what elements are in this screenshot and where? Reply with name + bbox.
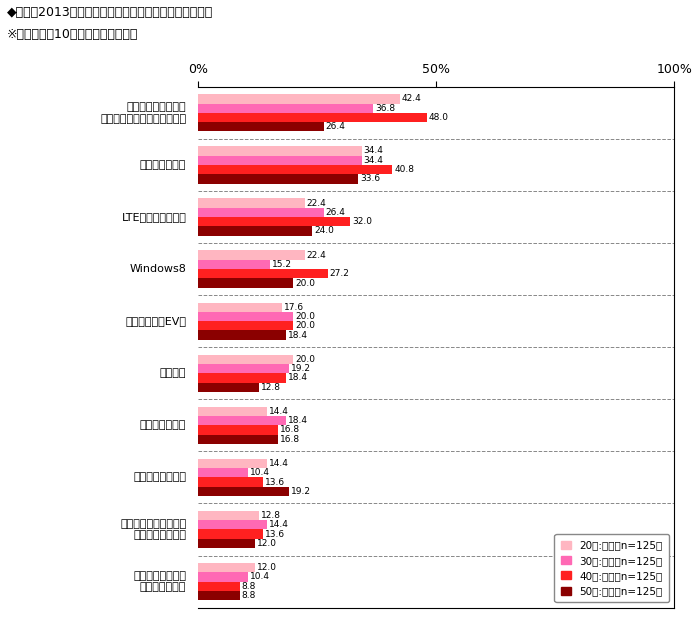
Bar — [198, 303, 282, 312]
Bar — [198, 217, 350, 226]
Bar — [198, 198, 304, 208]
Bar — [198, 330, 286, 340]
Text: 8.8: 8.8 — [242, 591, 256, 600]
Text: ※女性の上位10項目を年代別に表示: ※女性の上位10項目を年代別に表示 — [7, 28, 138, 41]
Bar — [198, 459, 267, 468]
Bar — [198, 520, 267, 529]
Text: 19.2: 19.2 — [291, 364, 311, 373]
Bar — [198, 165, 392, 174]
Legend: 20代:女性［n=125］, 30代:女性［n=125］, 40代:女性［n=125］, 50代:女性［n=125］: 20代:女性［n=125］, 30代:女性［n=125］, 40代:女性［n=1… — [555, 534, 669, 603]
Text: 16.8: 16.8 — [280, 425, 300, 435]
Text: 20.0: 20.0 — [295, 355, 316, 364]
Bar — [198, 416, 286, 425]
Bar — [198, 407, 267, 416]
Text: 26.4: 26.4 — [326, 208, 345, 217]
Bar — [198, 146, 362, 156]
Text: 8.8: 8.8 — [242, 582, 256, 591]
Text: 10.4: 10.4 — [250, 468, 270, 477]
Text: 18.4: 18.4 — [288, 330, 308, 340]
Text: 24.0: 24.0 — [314, 226, 334, 236]
Bar — [198, 269, 327, 278]
Bar — [198, 104, 373, 113]
Text: 42.4: 42.4 — [402, 94, 422, 104]
Bar — [198, 563, 255, 572]
Text: 14.4: 14.4 — [268, 407, 288, 416]
Bar — [198, 383, 259, 392]
Bar — [198, 226, 312, 236]
Bar — [198, 312, 293, 321]
Bar — [198, 591, 240, 600]
Bar — [198, 572, 247, 582]
Bar — [198, 94, 400, 104]
Bar — [198, 113, 427, 122]
Bar — [198, 477, 263, 487]
Bar — [198, 435, 278, 444]
Text: 26.4: 26.4 — [326, 122, 345, 131]
Text: 40.8: 40.8 — [394, 165, 414, 174]
Bar — [198, 487, 290, 496]
Text: 15.2: 15.2 — [272, 260, 293, 269]
Text: 20.0: 20.0 — [295, 312, 316, 321]
Text: 18.4: 18.4 — [288, 416, 308, 425]
Text: 48.0: 48.0 — [429, 113, 448, 122]
Text: 22.4: 22.4 — [306, 250, 327, 260]
Bar — [198, 364, 290, 373]
Bar — [198, 260, 270, 269]
Bar — [198, 539, 255, 548]
Text: 36.8: 36.8 — [375, 104, 395, 113]
Bar — [198, 511, 259, 520]
Bar — [198, 156, 362, 165]
Bar — [198, 321, 293, 330]
Text: 32.0: 32.0 — [352, 217, 373, 226]
Text: 12.0: 12.0 — [257, 563, 277, 572]
Bar — [198, 174, 358, 184]
Text: 12.8: 12.8 — [261, 511, 281, 520]
Bar — [198, 468, 247, 477]
Text: 34.4: 34.4 — [363, 156, 384, 165]
Text: 17.6: 17.6 — [284, 303, 304, 312]
Bar — [198, 529, 263, 539]
Text: 14.4: 14.4 — [268, 459, 288, 468]
Text: 12.0: 12.0 — [257, 539, 277, 548]
Bar — [198, 122, 324, 131]
Bar — [198, 373, 286, 383]
Text: 19.2: 19.2 — [291, 487, 311, 496]
Text: 10.4: 10.4 — [250, 572, 270, 582]
Text: ◆来年（2013年）、流行ると思うモノ（複数回答形式）: ◆来年（2013年）、流行ると思うモノ（複数回答形式） — [7, 6, 213, 19]
Text: 20.0: 20.0 — [295, 278, 316, 288]
Text: 22.4: 22.4 — [306, 198, 327, 208]
Text: 14.4: 14.4 — [268, 520, 288, 529]
Text: 12.8: 12.8 — [261, 383, 281, 392]
Text: 16.8: 16.8 — [280, 435, 300, 444]
Text: 33.6: 33.6 — [360, 174, 380, 184]
Text: 20.0: 20.0 — [295, 321, 316, 330]
Bar — [198, 425, 278, 435]
Bar — [198, 355, 293, 364]
Text: 18.4: 18.4 — [288, 373, 308, 383]
Text: 27.2: 27.2 — [329, 269, 350, 278]
Bar — [198, 250, 304, 260]
Bar — [198, 278, 293, 288]
Text: 13.6: 13.6 — [265, 477, 285, 487]
Text: 13.6: 13.6 — [265, 529, 285, 539]
Text: 34.4: 34.4 — [363, 146, 384, 156]
Bar — [198, 582, 240, 591]
Bar — [198, 208, 324, 217]
